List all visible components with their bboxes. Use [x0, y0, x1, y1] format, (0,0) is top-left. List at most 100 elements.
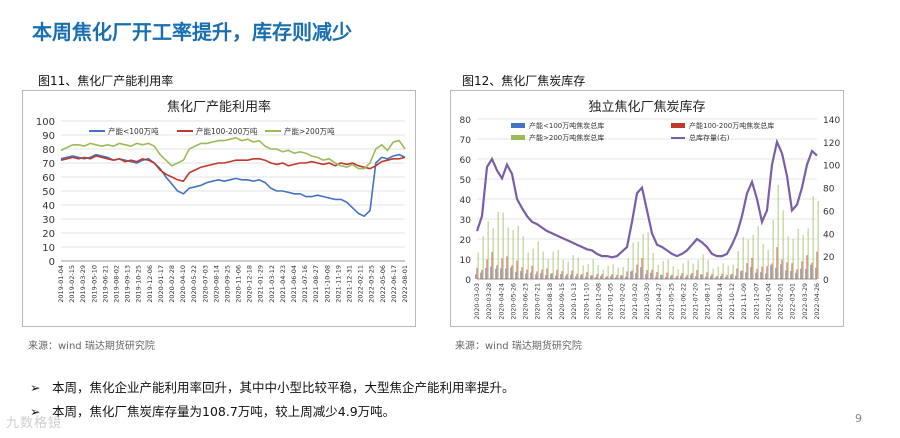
inventory-bar [551, 273, 553, 279]
x-tick-label: 2021-12-31 [346, 265, 354, 303]
inventory-bar [696, 270, 698, 279]
x-tick-label: 2019-10-25 [135, 265, 143, 303]
inventory-bar [532, 248, 534, 279]
y-right-tick-label: 20 [823, 253, 835, 263]
inventory-bar [677, 269, 679, 279]
inventory-bar [795, 272, 797, 279]
inventory-bar [740, 271, 742, 279]
inventory-bar [546, 268, 548, 279]
inventory-bar [572, 255, 574, 279]
inventory-bar [530, 272, 532, 279]
inventory-bar [717, 266, 719, 279]
x-tick-label: 2021-05-25 [668, 283, 675, 320]
legend-label: 产能100-200万吨 [196, 126, 258, 136]
watermark: 九数格镜 [6, 416, 63, 431]
y-right-tick-label: 120 [823, 139, 840, 149]
inventory-bar [647, 232, 649, 279]
series-line-1 [60, 155, 406, 183]
inventory-bar [511, 265, 513, 279]
inventory-bar [500, 268, 502, 279]
inventory-bar [627, 258, 629, 279]
y-left-tick-label: 50 [460, 176, 472, 186]
inventory-bar [645, 274, 647, 279]
x-tick-label: 2020-11-10 [583, 283, 590, 320]
x-tick-label: 2022-03-25 [368, 265, 376, 303]
inventory-bar [601, 274, 603, 279]
inventory-bar [565, 275, 567, 279]
x-tick-label: 2020-04-10 [179, 265, 187, 303]
inventory-bar [691, 272, 693, 279]
inventory-bar [570, 274, 572, 279]
inventory-bar [725, 277, 727, 279]
inventory-bar [541, 269, 543, 279]
inventory-bar [672, 266, 674, 279]
inventory-bar [531, 265, 533, 279]
inventory-bar [640, 267, 642, 279]
inventory-bar [767, 250, 769, 279]
inventory-bar [802, 235, 804, 279]
inventory-bar [742, 237, 744, 279]
x-tick-label: 2020-05-26 [510, 283, 517, 320]
y-right-tick-label: 40 [823, 230, 835, 240]
x-tick-label: 2021-02-02 [620, 283, 627, 320]
inventory-bar [651, 269, 653, 279]
inventory-bar [760, 272, 762, 279]
y-left-tick-label: 0 [465, 276, 471, 286]
x-tick-label: 2022-02-11 [357, 265, 365, 303]
chart-utilization-panel: 焦化厂产能利用率 0 10 20 30 40 50 60 70 80 90 100 2019-01-04… [22, 90, 416, 327]
legend-label: 产能<100万吨 [108, 126, 159, 136]
inventory-bar [571, 270, 573, 279]
y-right-tick-label: 80 [823, 185, 835, 195]
inventory-bar [675, 277, 677, 279]
x-tick-label: 2020-01-17 [157, 265, 165, 303]
y-tick-label: 50 [42, 187, 55, 198]
x-tick-label: 2020-07-21 [535, 283, 542, 320]
x-tick-label: 2022-03-01 [790, 283, 797, 320]
x-tick-label: 2019-09-13 [124, 265, 132, 303]
legend-label: 总库存量(右) [689, 133, 730, 142]
inventory-bar [652, 252, 654, 279]
y-tick-label: 0 [49, 257, 55, 268]
inventory-bar [676, 275, 678, 279]
inventory-bar [606, 276, 608, 279]
inventory-bar [605, 277, 607, 279]
inventory-bar [591, 275, 593, 279]
x-tick-label: 2020-05-22 [190, 265, 198, 303]
x-tick-label: 2020-07-03 [201, 265, 209, 303]
y-tick-label: 60 [42, 173, 55, 184]
y-left-tick-label: 20 [460, 236, 472, 246]
inventory-bar [811, 262, 813, 279]
inventory-bar [695, 276, 697, 279]
inventory-bar [657, 264, 659, 279]
x-tick-label: 2019-08-02 [112, 265, 120, 303]
inventory-bar [702, 254, 704, 279]
inventory-bar [807, 228, 809, 279]
inventory-bar [790, 271, 792, 279]
summary-bullets: ➢ 本周，焦化企业产能利用率回升，其中中小型比较平稳，大型焦企产能利用率提升。 ➢… [30, 376, 515, 424]
inventory-bar [626, 271, 628, 279]
inventory-bar [705, 276, 707, 279]
inventory-bar [535, 274, 537, 279]
inventory-bar [595, 277, 597, 279]
y-tick-label: 10 [42, 243, 55, 254]
inventory-bar [711, 274, 713, 279]
y-left-tick-label: 30 [460, 216, 472, 226]
x-tick-label: 2022-01-04 [765, 283, 772, 320]
inventory-bar [757, 226, 759, 279]
inventory-bar [730, 274, 732, 279]
inventory-bar [752, 234, 754, 279]
source-right: 来源：wind 瑞达期货研究院 [455, 341, 582, 352]
legend-label: 产能100-200万吨焦炭总库 [689, 121, 774, 130]
inventory-bar [750, 267, 752, 279]
inventory-bar [697, 260, 699, 279]
x-tick-label: 2021-01-29 [257, 265, 265, 303]
y-tick-label: 100 [36, 117, 55, 128]
inventory-bar [491, 252, 493, 279]
inventory-bar [521, 267, 523, 279]
inventory-bar [782, 210, 784, 279]
inventory-bar [727, 265, 729, 279]
x-tick-label: 2019-02-15 [68, 265, 76, 303]
inventory-bar [520, 271, 522, 279]
inventory-bar [555, 275, 557, 279]
inventory-bar [797, 228, 799, 279]
